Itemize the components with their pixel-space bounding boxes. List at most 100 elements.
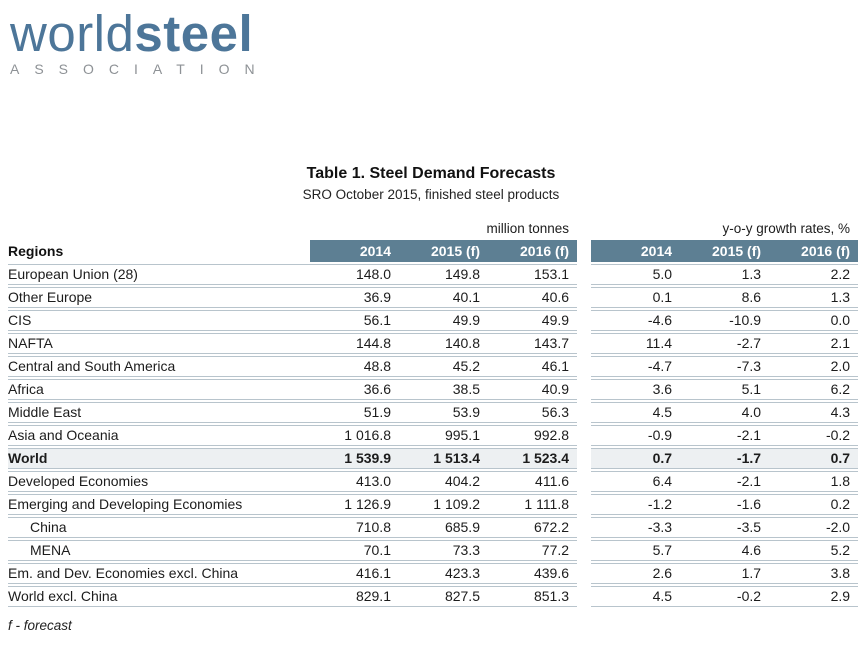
growth-value: 1.8 xyxy=(769,471,859,492)
growth-value: -0.2 xyxy=(680,586,770,607)
growth-value: 3.8 xyxy=(769,563,859,584)
table-row: Other Europe 36.9 40.1 40.6 0.1 8.6 1.3 xyxy=(8,287,859,308)
column-gap xyxy=(577,586,591,607)
growth-value: 5.1 xyxy=(680,379,770,400)
region-name: World excl. China xyxy=(8,586,310,607)
column-gap xyxy=(577,563,591,584)
region-name: Other Europe xyxy=(8,287,310,308)
logo-word-world: world xyxy=(10,5,135,62)
growth-value: 5.7 xyxy=(591,540,681,561)
tonnes-year-2015f: 2015 (f) xyxy=(399,240,488,262)
column-gap xyxy=(577,240,591,262)
growth-value: 0.7 xyxy=(591,448,681,469)
table-row: Em. and Dev. Economies excl. China 416.1 4… xyxy=(8,563,859,584)
growth-value: 2.9 xyxy=(769,586,859,607)
tonnes-value: 40.1 xyxy=(399,287,488,308)
region-name: Emerging and Developing Economies xyxy=(8,494,310,515)
tonnes-value: 995.1 xyxy=(399,425,488,446)
tonnes-value: 49.9 xyxy=(399,310,488,331)
region-name: Em. and Dev. Economies excl. China xyxy=(8,563,310,584)
growth-value: 4.6 xyxy=(680,540,770,561)
table-row: NAFTA 144.8 140.8 143.7 11.4 -2.7 2.1 xyxy=(8,333,859,354)
tonnes-value: 36.9 xyxy=(310,287,399,308)
tonnes-value: 40.6 xyxy=(488,287,578,308)
units-row: million tonnes y-o-y growth rates, % xyxy=(8,220,858,238)
tonnes-value: 49.9 xyxy=(488,310,578,331)
column-gap xyxy=(577,540,591,561)
growth-value: -2.1 xyxy=(680,425,770,446)
column-gap xyxy=(577,356,591,377)
growth-value: 4.5 xyxy=(591,402,681,423)
growth-value: 4.5 xyxy=(591,586,681,607)
tonnes-value: 56.1 xyxy=(310,310,399,331)
tonnes-value: 829.1 xyxy=(310,586,399,607)
table-row: Central and South America 48.8 45.2 46.1 -4.… xyxy=(8,356,859,377)
growth-value: 4.0 xyxy=(680,402,770,423)
growth-value: 2.1 xyxy=(769,333,859,354)
table-row: World 1 539.9 1 513.4 1 523.4 0.7 -1.7 0.7 xyxy=(8,448,859,469)
growth-value: 3.6 xyxy=(591,379,681,400)
growth-value: -2.0 xyxy=(769,517,859,538)
million-tonnes-label: million tonnes xyxy=(486,220,570,236)
region-name: Central and South America xyxy=(8,356,310,377)
growth-value: -7.3 xyxy=(680,356,770,377)
growth-value: 2.6 xyxy=(591,563,681,584)
growth-value: 4.3 xyxy=(769,402,859,423)
region-name: Middle East xyxy=(8,402,310,423)
tonnes-value: 149.8 xyxy=(399,264,488,285)
logo-wordmark: worldsteel xyxy=(10,8,860,60)
tonnes-value: 1 523.4 xyxy=(488,448,578,469)
table-title: Table 1. Steel Demand Forecasts xyxy=(306,165,556,182)
table-row: China 710.8 685.9 672.2 -3.3 -3.5 -2.0 xyxy=(8,517,859,538)
region-name: CIS xyxy=(8,310,310,331)
growth-value: 2.0 xyxy=(769,356,859,377)
steel-demand-table-wrap: million tonnes y-o-y growth rates, % Reg… xyxy=(8,218,859,609)
column-gap xyxy=(577,379,591,400)
table-row: Emerging and Developing Economies 1 126.9… xyxy=(8,494,859,515)
region-name: NAFTA xyxy=(8,333,310,354)
tonnes-year-2016f: 2016 (f) xyxy=(488,240,578,262)
region-name: China xyxy=(8,517,310,538)
tonnes-value: 1 539.9 xyxy=(310,448,399,469)
logo-word-steel: steel xyxy=(134,5,254,62)
regions-header: Regions xyxy=(8,240,310,262)
table-row: Africa 36.6 38.5 40.9 3.6 5.1 6.2 xyxy=(8,379,859,400)
column-gap xyxy=(577,425,591,446)
forecast-footnote: f - forecast xyxy=(8,618,72,633)
tonnes-value: 45.2 xyxy=(399,356,488,377)
growth-value: 6.4 xyxy=(591,471,681,492)
column-gap xyxy=(577,287,591,308)
tonnes-value: 404.2 xyxy=(399,471,488,492)
region-name: European Union (28) xyxy=(8,264,310,285)
growth-rates-label: y-o-y growth rates, % xyxy=(722,220,851,236)
column-gap xyxy=(577,402,591,423)
tonnes-value: 140.8 xyxy=(399,333,488,354)
growth-value: 1.7 xyxy=(680,563,770,584)
growth-value: 6.2 xyxy=(769,379,859,400)
growth-value: -2.1 xyxy=(680,471,770,492)
tonnes-value: 38.5 xyxy=(399,379,488,400)
tonnes-value: 851.3 xyxy=(488,586,578,607)
growth-value: -2.7 xyxy=(680,333,770,354)
tonnes-value: 710.8 xyxy=(310,517,399,538)
region-name: Developed Economies xyxy=(8,471,310,492)
growth-value: 11.4 xyxy=(591,333,681,354)
tonnes-value: 148.0 xyxy=(310,264,399,285)
tonnes-value: 685.9 xyxy=(399,517,488,538)
growth-year-2016f: 2016 (f) xyxy=(769,240,859,262)
column-gap xyxy=(577,517,591,538)
region-name: Asia and Oceania xyxy=(8,425,310,446)
tonnes-value: 144.8 xyxy=(310,333,399,354)
tonnes-value: 827.5 xyxy=(399,586,488,607)
growth-value: -4.6 xyxy=(591,310,681,331)
column-gap xyxy=(577,220,591,238)
growth-value: -10.9 xyxy=(680,310,770,331)
tonnes-value: 56.3 xyxy=(488,402,578,423)
tonnes-value: 48.8 xyxy=(310,356,399,377)
growth-value: -3.5 xyxy=(680,517,770,538)
tonnes-value: 77.2 xyxy=(488,540,578,561)
tonnes-value: 672.2 xyxy=(488,517,578,538)
growth-value: 8.6 xyxy=(680,287,770,308)
growth-value: -1.2 xyxy=(591,494,681,515)
table-body: European Union (28) 148.0 149.8 153.1 5.0 1.3… xyxy=(8,264,859,607)
